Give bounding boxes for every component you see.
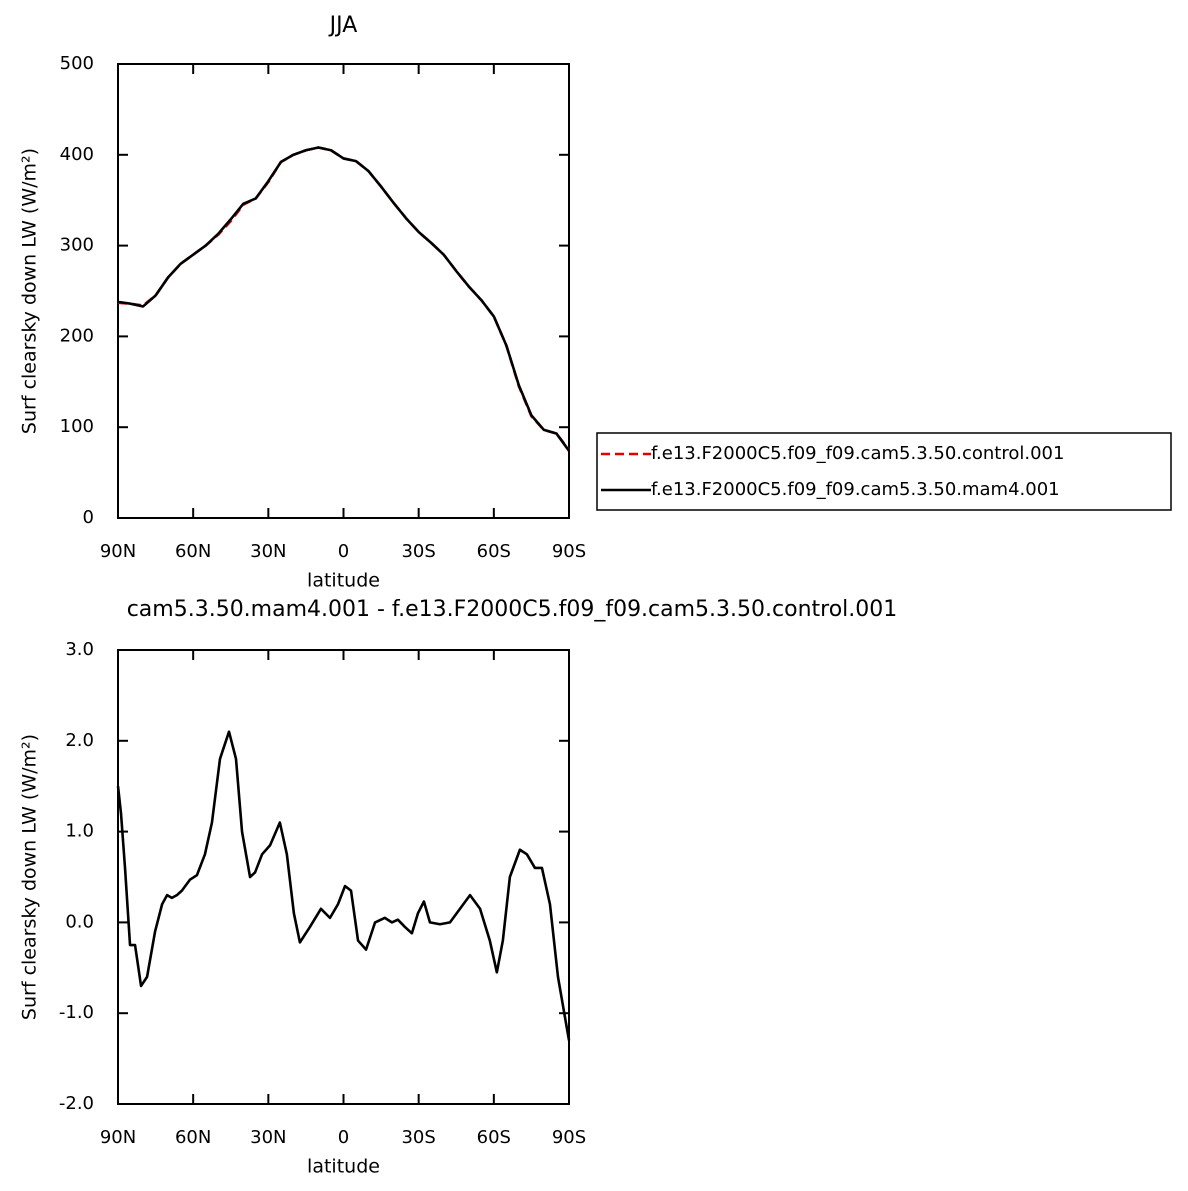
- y-axis-label: Surf clearsky down LW (W/m²): [19, 734, 41, 1020]
- x-tick-label: 90S: [552, 1127, 586, 1148]
- x-tick-label: 30N: [250, 1127, 286, 1148]
- x-tick-label: 60N: [175, 1127, 211, 1148]
- x-axis-label: latitude: [307, 570, 380, 592]
- x-axis-label: latitude: [307, 1156, 380, 1178]
- x-tick-label: 60S: [477, 1127, 511, 1148]
- y-tick-label: 1.0: [65, 821, 94, 842]
- y-tick-label: 400: [60, 144, 94, 165]
- y-tick-label: 500: [60, 53, 94, 74]
- y-tick-label: 100: [60, 416, 94, 437]
- x-tick-label: 90N: [100, 541, 136, 562]
- y-tick-label: 300: [60, 235, 94, 256]
- x-tick-label: 60S: [477, 541, 511, 562]
- plot-frame: [117, 649, 570, 1105]
- y-axis-label: Surf clearsky down LW (W/m²): [19, 148, 41, 434]
- x-tick-label: 30S: [401, 541, 435, 562]
- x-tick-label: 0: [338, 541, 349, 562]
- x-tick-label: 30S: [401, 1127, 435, 1148]
- x-tick-label: 30N: [250, 541, 286, 562]
- x-tick-label: 90N: [100, 1127, 136, 1148]
- y-tick-label: 200: [60, 325, 94, 346]
- x-tick-label: 0: [338, 1127, 349, 1148]
- chart-title: JJA: [328, 13, 358, 38]
- data-line: [117, 146, 571, 451]
- y-tick-label: 3.0: [65, 639, 94, 660]
- legend-label: f.e13.F2000C5.f09_f09.cam5.3.50.mam4.001: [651, 479, 1060, 500]
- data-line: [117, 146, 571, 452]
- chart-title: cam5.3.50.mam4.001 - f.e13.F2000C5.f09_f…: [127, 597, 898, 622]
- legend-box: [596, 432, 1172, 511]
- y-tick-label: 0: [83, 507, 94, 528]
- y-tick-label: -2.0: [59, 1093, 94, 1114]
- x-tick-label: 60N: [175, 541, 211, 562]
- plot-frame: [117, 63, 570, 519]
- x-tick-label: 90S: [552, 541, 586, 562]
- y-tick-label: 0.0: [65, 911, 94, 932]
- data-line: [116, 730, 571, 1041]
- y-tick-label: -1.0: [59, 1002, 94, 1023]
- y-tick-label: 2.0: [65, 730, 94, 751]
- legend-label: f.e13.F2000C5.f09_f09.cam5.3.50.control.…: [651, 443, 1064, 464]
